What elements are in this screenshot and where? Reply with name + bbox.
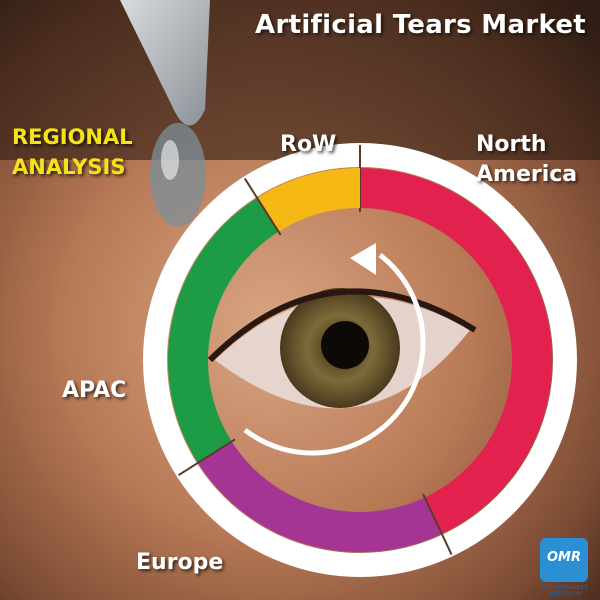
donut-separator [177,438,236,477]
donut-segment-row [257,168,361,232]
donut-outer-rim [143,143,577,577]
label-row: RoW [280,132,337,157]
label-north-america: North America [476,132,578,187]
donut-segment-apac [168,197,279,463]
donut-segment-north-america [359,168,552,534]
omr-logo-badge [540,538,588,582]
cycle-arrow-head [350,243,376,275]
cycle-arrow-arc [243,253,426,456]
omr-logo: OMR ORION MARKET RESEARCH [532,538,598,598]
omr-logo-caption: ORION MARKET RESEARCH [542,585,588,597]
donut-segment-europe [197,441,442,552]
label-apac: APAC [62,378,127,403]
label-europe: Europe [136,550,224,575]
donut-separator [243,177,282,236]
omr-logo-mark: OMR [547,550,581,565]
chart-subtitle: REGIONAL ANALYSIS [12,125,133,179]
donut-separator [422,493,453,555]
chart-title: Artificial Tears Market [255,10,586,40]
